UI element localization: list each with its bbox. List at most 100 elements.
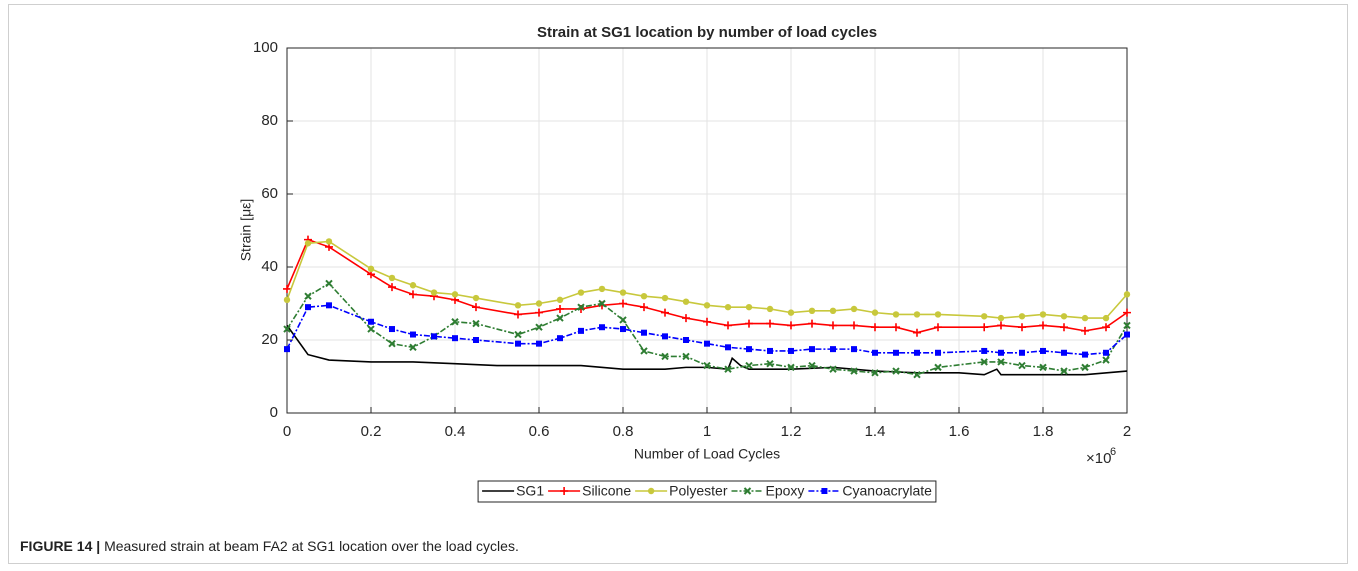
point bbox=[577, 289, 585, 296]
point bbox=[809, 346, 815, 353]
chart: Strain at SG1 location by number of load… bbox=[238, 24, 1131, 503]
point bbox=[1082, 351, 1088, 358]
point bbox=[473, 337, 479, 343]
caption-label: FIGURE 14 | bbox=[20, 538, 101, 554]
point bbox=[647, 487, 655, 495]
x-tick-label: 1.8 bbox=[1033, 423, 1054, 440]
point bbox=[388, 274, 396, 282]
point bbox=[871, 323, 879, 332]
point bbox=[1123, 321, 1131, 330]
point bbox=[745, 319, 753, 328]
x-tick-label: 2 bbox=[1123, 423, 1131, 440]
point bbox=[451, 291, 459, 298]
point bbox=[997, 358, 1005, 366]
point bbox=[766, 305, 774, 313]
point bbox=[367, 265, 375, 273]
point bbox=[368, 318, 374, 325]
point bbox=[682, 314, 690, 323]
point bbox=[808, 361, 816, 370]
point bbox=[1102, 356, 1110, 364]
point bbox=[981, 347, 988, 354]
point bbox=[1018, 323, 1026, 332]
point bbox=[682, 352, 690, 361]
point bbox=[934, 323, 942, 332]
point bbox=[871, 309, 879, 316]
y-tick-label: 80 bbox=[261, 112, 278, 129]
point bbox=[284, 346, 290, 353]
point bbox=[892, 323, 900, 332]
point bbox=[514, 302, 522, 309]
point bbox=[1060, 313, 1068, 320]
point bbox=[1039, 311, 1047, 318]
point bbox=[304, 292, 312, 300]
point bbox=[619, 299, 627, 308]
point bbox=[1123, 308, 1131, 317]
point bbox=[703, 317, 711, 326]
point bbox=[409, 282, 417, 289]
point bbox=[1040, 347, 1046, 354]
point bbox=[1081, 363, 1089, 372]
legend-label: Cyanoacrylate bbox=[842, 483, 932, 499]
point bbox=[980, 323, 989, 332]
point bbox=[767, 347, 773, 354]
point bbox=[1018, 313, 1026, 320]
caption-text: Measured strain at beam FA2 at SG1 locat… bbox=[104, 538, 519, 554]
point bbox=[850, 367, 858, 375]
point bbox=[367, 325, 375, 333]
point bbox=[535, 323, 543, 331]
point bbox=[304, 240, 312, 247]
point bbox=[430, 289, 438, 296]
point bbox=[997, 314, 1005, 322]
point bbox=[388, 283, 396, 292]
x-multiplier: ×10 bbox=[1086, 450, 1111, 467]
point bbox=[556, 304, 564, 313]
point bbox=[1019, 349, 1025, 356]
point bbox=[515, 340, 521, 347]
y-axis-label: Strain [με] bbox=[238, 199, 254, 262]
x-tick-label: 1.4 bbox=[865, 423, 886, 440]
x-tick-label: 0.2 bbox=[361, 423, 382, 440]
point bbox=[850, 305, 858, 313]
point bbox=[871, 369, 879, 377]
y-tick-label: 60 bbox=[261, 185, 278, 202]
x-multiplier-exp: 6 bbox=[1110, 446, 1116, 458]
x-tick-label: 1.6 bbox=[949, 423, 970, 440]
y-tick-label: 40 bbox=[261, 258, 278, 275]
plot-border bbox=[286, 47, 1128, 414]
point bbox=[981, 313, 988, 320]
point bbox=[829, 307, 837, 314]
point bbox=[935, 349, 941, 356]
x-tick-label: 1.2 bbox=[781, 423, 802, 440]
point bbox=[556, 296, 564, 304]
point bbox=[788, 347, 794, 354]
point bbox=[325, 238, 333, 245]
point bbox=[325, 279, 333, 288]
point bbox=[913, 328, 921, 337]
point bbox=[662, 333, 668, 340]
point bbox=[620, 326, 626, 333]
point bbox=[1102, 323, 1110, 332]
point bbox=[389, 326, 395, 333]
point bbox=[640, 347, 648, 355]
point bbox=[821, 488, 828, 494]
point bbox=[743, 487, 752, 495]
point bbox=[766, 360, 774, 368]
point bbox=[1081, 314, 1089, 322]
point bbox=[998, 349, 1004, 356]
point bbox=[746, 346, 752, 353]
point bbox=[913, 370, 921, 379]
x-tick-label: 0 bbox=[283, 423, 291, 440]
point bbox=[535, 300, 543, 307]
legend-box bbox=[477, 480, 937, 503]
point bbox=[556, 314, 564, 322]
legend: SG1 Silicone Polyester Epoxy Cyanoacrylate bbox=[477, 480, 937, 503]
point bbox=[1060, 367, 1068, 375]
point bbox=[724, 365, 732, 373]
legend-label: SG1 bbox=[516, 483, 544, 499]
point bbox=[745, 303, 753, 311]
point bbox=[472, 303, 480, 312]
point bbox=[661, 294, 669, 302]
point bbox=[850, 321, 858, 330]
point bbox=[410, 331, 416, 338]
